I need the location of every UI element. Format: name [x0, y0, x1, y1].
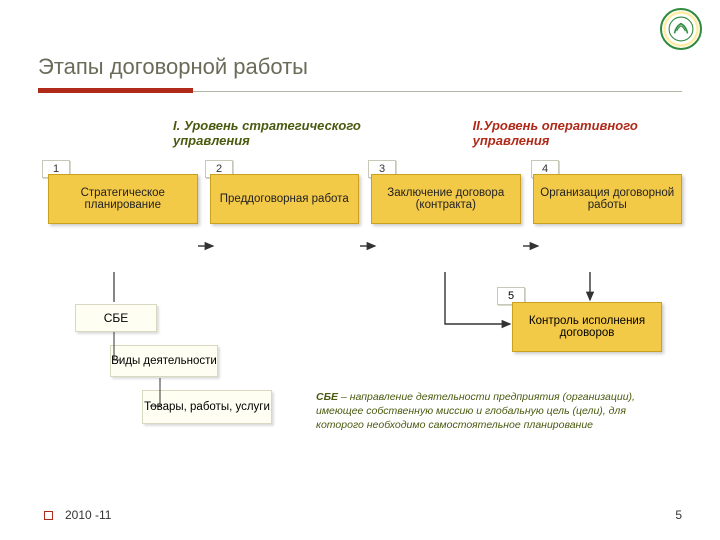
bullet-icon — [44, 511, 53, 520]
stage-box-5: Контроль исполнения договоров — [512, 302, 662, 352]
slide-title: Этапы договорной работы — [38, 54, 682, 80]
logo — [660, 8, 702, 50]
hier-tovary: Товары, работы, услуги — [142, 390, 272, 424]
title-rule — [38, 88, 682, 98]
stage-boxes: Стратегическое планирование Преддоговорн… — [38, 174, 682, 224]
stage-box-4: Организация договорной работы — [533, 174, 683, 224]
footer-left: 2010 -11 — [44, 508, 111, 522]
sbe-definition: СБЕ – направление деятельности предприят… — [316, 390, 648, 433]
stage-box-2: Преддоговорная работа — [210, 174, 360, 224]
hier-sbe: СБЕ — [75, 304, 157, 332]
def-term: СБЕ — [316, 391, 338, 403]
level-2-heading: II.Уровень оперативного управления — [473, 118, 682, 148]
level-1-heading: I. Уровень стратегического управления — [173, 118, 378, 148]
stage-box-1: Стратегическое планирование — [48, 174, 198, 224]
footer-page: 5 — [675, 508, 682, 522]
footer-date: 2010 -11 — [65, 508, 111, 522]
def-text: – направление деятельности предприятия (… — [316, 391, 635, 431]
stage-box-3: Заключение договора (контракта) — [371, 174, 521, 224]
level-headings: I. Уровень стратегического управления II… — [38, 118, 682, 148]
hier-vidy: Виды деятельности — [110, 345, 218, 377]
laurel-icon — [668, 16, 694, 42]
